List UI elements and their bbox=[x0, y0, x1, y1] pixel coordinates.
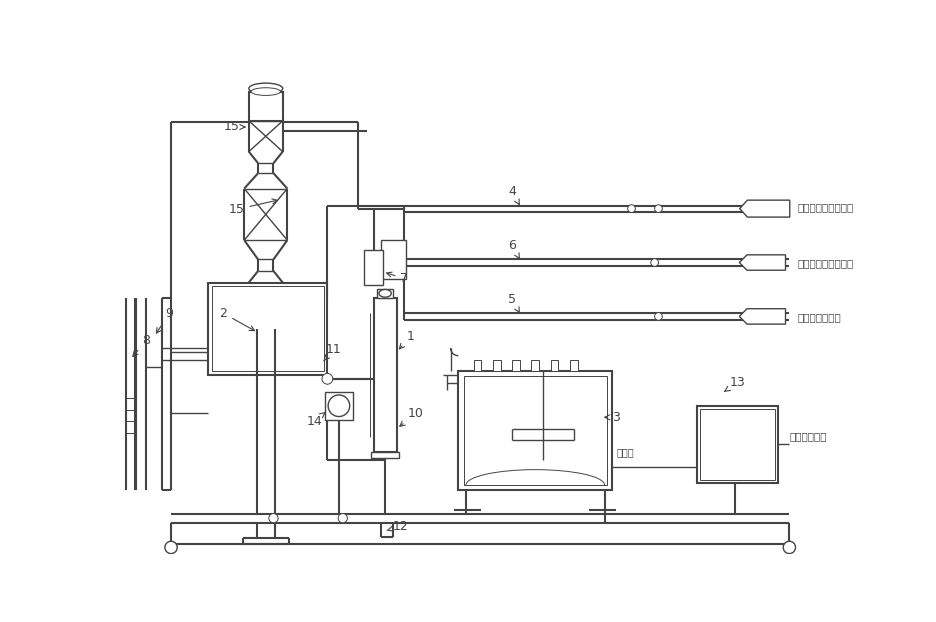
Circle shape bbox=[269, 514, 278, 522]
Bar bbox=[550, 360, 558, 371]
Bar bbox=[208, 282, 327, 375]
Circle shape bbox=[165, 541, 177, 554]
Bar bbox=[364, 250, 383, 285]
Circle shape bbox=[322, 373, 332, 384]
Bar bbox=[212, 286, 323, 371]
Text: 4: 4 bbox=[507, 185, 519, 205]
Circle shape bbox=[627, 205, 635, 213]
Bar bbox=[249, 91, 283, 121]
Circle shape bbox=[654, 313, 662, 320]
Polygon shape bbox=[739, 255, 784, 270]
Circle shape bbox=[328, 395, 349, 417]
Ellipse shape bbox=[378, 289, 391, 297]
Circle shape bbox=[651, 259, 658, 266]
Polygon shape bbox=[739, 200, 789, 217]
Text: 15: 15 bbox=[223, 121, 245, 134]
Bar bbox=[699, 409, 774, 480]
Text: 定量给料系统: 定量给料系统 bbox=[788, 432, 826, 442]
Text: 12: 12 bbox=[387, 520, 408, 533]
Text: 工艺纯水来自专用泵: 工艺纯水来自专用泵 bbox=[797, 258, 853, 268]
Text: 15: 15 bbox=[228, 199, 277, 216]
Bar bbox=[512, 360, 519, 371]
Bar bbox=[377, 289, 392, 298]
Text: 6: 6 bbox=[507, 239, 519, 258]
Bar bbox=[373, 298, 396, 452]
Bar bbox=[492, 360, 500, 371]
Polygon shape bbox=[739, 309, 784, 324]
Circle shape bbox=[782, 541, 795, 554]
Circle shape bbox=[654, 205, 662, 213]
Text: 13: 13 bbox=[724, 376, 745, 391]
Bar bbox=[474, 360, 481, 371]
Text: 1: 1 bbox=[399, 330, 414, 349]
Text: 氨水来自专用泵: 氨水来自专用泵 bbox=[797, 312, 840, 322]
Text: 2: 2 bbox=[219, 307, 255, 331]
Text: 5: 5 bbox=[507, 293, 519, 312]
Text: 9: 9 bbox=[156, 307, 173, 333]
Text: 7: 7 bbox=[387, 272, 408, 285]
Bar bbox=[371, 452, 399, 458]
Circle shape bbox=[338, 514, 347, 522]
Text: 3: 3 bbox=[604, 411, 620, 424]
Text: 11: 11 bbox=[323, 343, 341, 361]
Bar bbox=[463, 376, 607, 485]
Text: 14: 14 bbox=[306, 412, 325, 428]
Bar bbox=[696, 406, 777, 483]
Text: 二氧化碳来自蒸发器: 二氧化碳来自蒸发器 bbox=[797, 202, 853, 211]
Text: 测温口: 测温口 bbox=[616, 447, 633, 457]
Text: 10: 10 bbox=[400, 407, 423, 426]
Bar bbox=[458, 371, 611, 490]
Ellipse shape bbox=[249, 83, 283, 94]
Bar bbox=[325, 392, 352, 420]
Bar bbox=[569, 360, 577, 371]
Text: 8: 8 bbox=[133, 334, 151, 356]
Bar bbox=[381, 240, 405, 279]
Ellipse shape bbox=[251, 88, 280, 95]
Bar bbox=[531, 360, 538, 371]
